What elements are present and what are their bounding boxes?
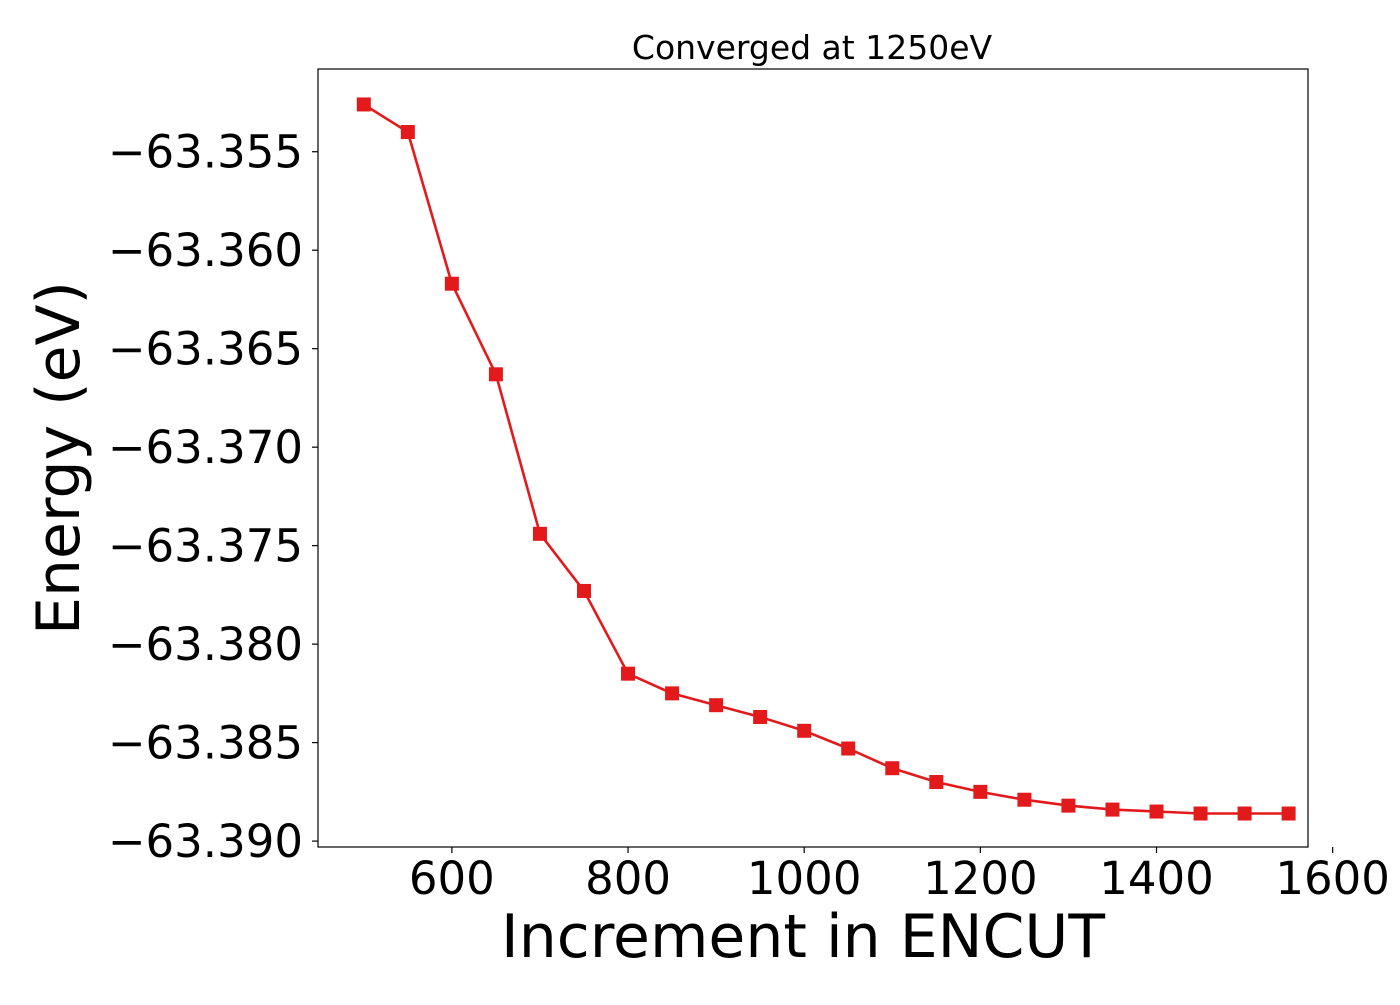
y-tick-label: −63.370 <box>108 421 303 474</box>
data-point-marker <box>1149 804 1164 819</box>
data-point-marker <box>1281 806 1296 821</box>
x-axis: 600 800 1000 1200 1400 1600 <box>409 847 1390 905</box>
x-tick-label: 1200 <box>923 852 1038 905</box>
y-tick-label: −63.375 <box>108 520 303 573</box>
data-point-marker <box>444 276 459 291</box>
x-tick-label: 800 <box>585 852 671 905</box>
series-layer <box>356 97 1296 821</box>
data-point-marker <box>797 723 812 738</box>
y-tick-label: −63.380 <box>108 618 303 671</box>
data-point-marker <box>488 367 503 382</box>
y-axis: −63.355 −63.360 −63.365 −63.370 −63.375 −63.3… <box>108 126 318 868</box>
data-point-marker <box>356 97 371 112</box>
data-point-marker <box>753 710 768 725</box>
data-point-marker <box>1061 798 1076 813</box>
data-point-marker <box>621 666 636 681</box>
data-point-marker <box>576 583 591 598</box>
series-line <box>363 103 1289 815</box>
data-point-marker <box>709 698 724 713</box>
chart-title: Converged at 1250eV <box>632 28 993 67</box>
y-tick-label: −63.390 <box>108 815 303 868</box>
data-point-marker <box>1193 806 1208 821</box>
data-point-marker <box>400 125 415 140</box>
x-axis-label: Increment in ENCUT <box>501 902 1105 972</box>
data-point-marker <box>1237 806 1252 821</box>
x-tick-label: 1000 <box>747 852 862 905</box>
y-axis-label: Energy (eV) <box>24 281 94 635</box>
x-tick-label: 600 <box>409 852 495 905</box>
data-point-marker <box>929 775 944 790</box>
data-point-marker <box>841 741 856 756</box>
data-point-marker <box>973 784 988 799</box>
x-tick-label: 1600 <box>1275 852 1390 905</box>
y-tick-label: −63.355 <box>108 126 303 179</box>
data-point-marker <box>885 761 900 776</box>
y-tick-label: −63.365 <box>108 323 303 376</box>
data-point-marker <box>665 686 680 701</box>
y-tick-label: −63.360 <box>108 224 303 277</box>
data-point-marker <box>1105 802 1120 817</box>
data-point-marker <box>1017 792 1032 807</box>
data-point-marker <box>532 526 547 541</box>
y-tick-label: −63.385 <box>108 717 303 770</box>
plot-frame <box>317 68 1309 848</box>
x-tick-label: 1400 <box>1099 852 1214 905</box>
